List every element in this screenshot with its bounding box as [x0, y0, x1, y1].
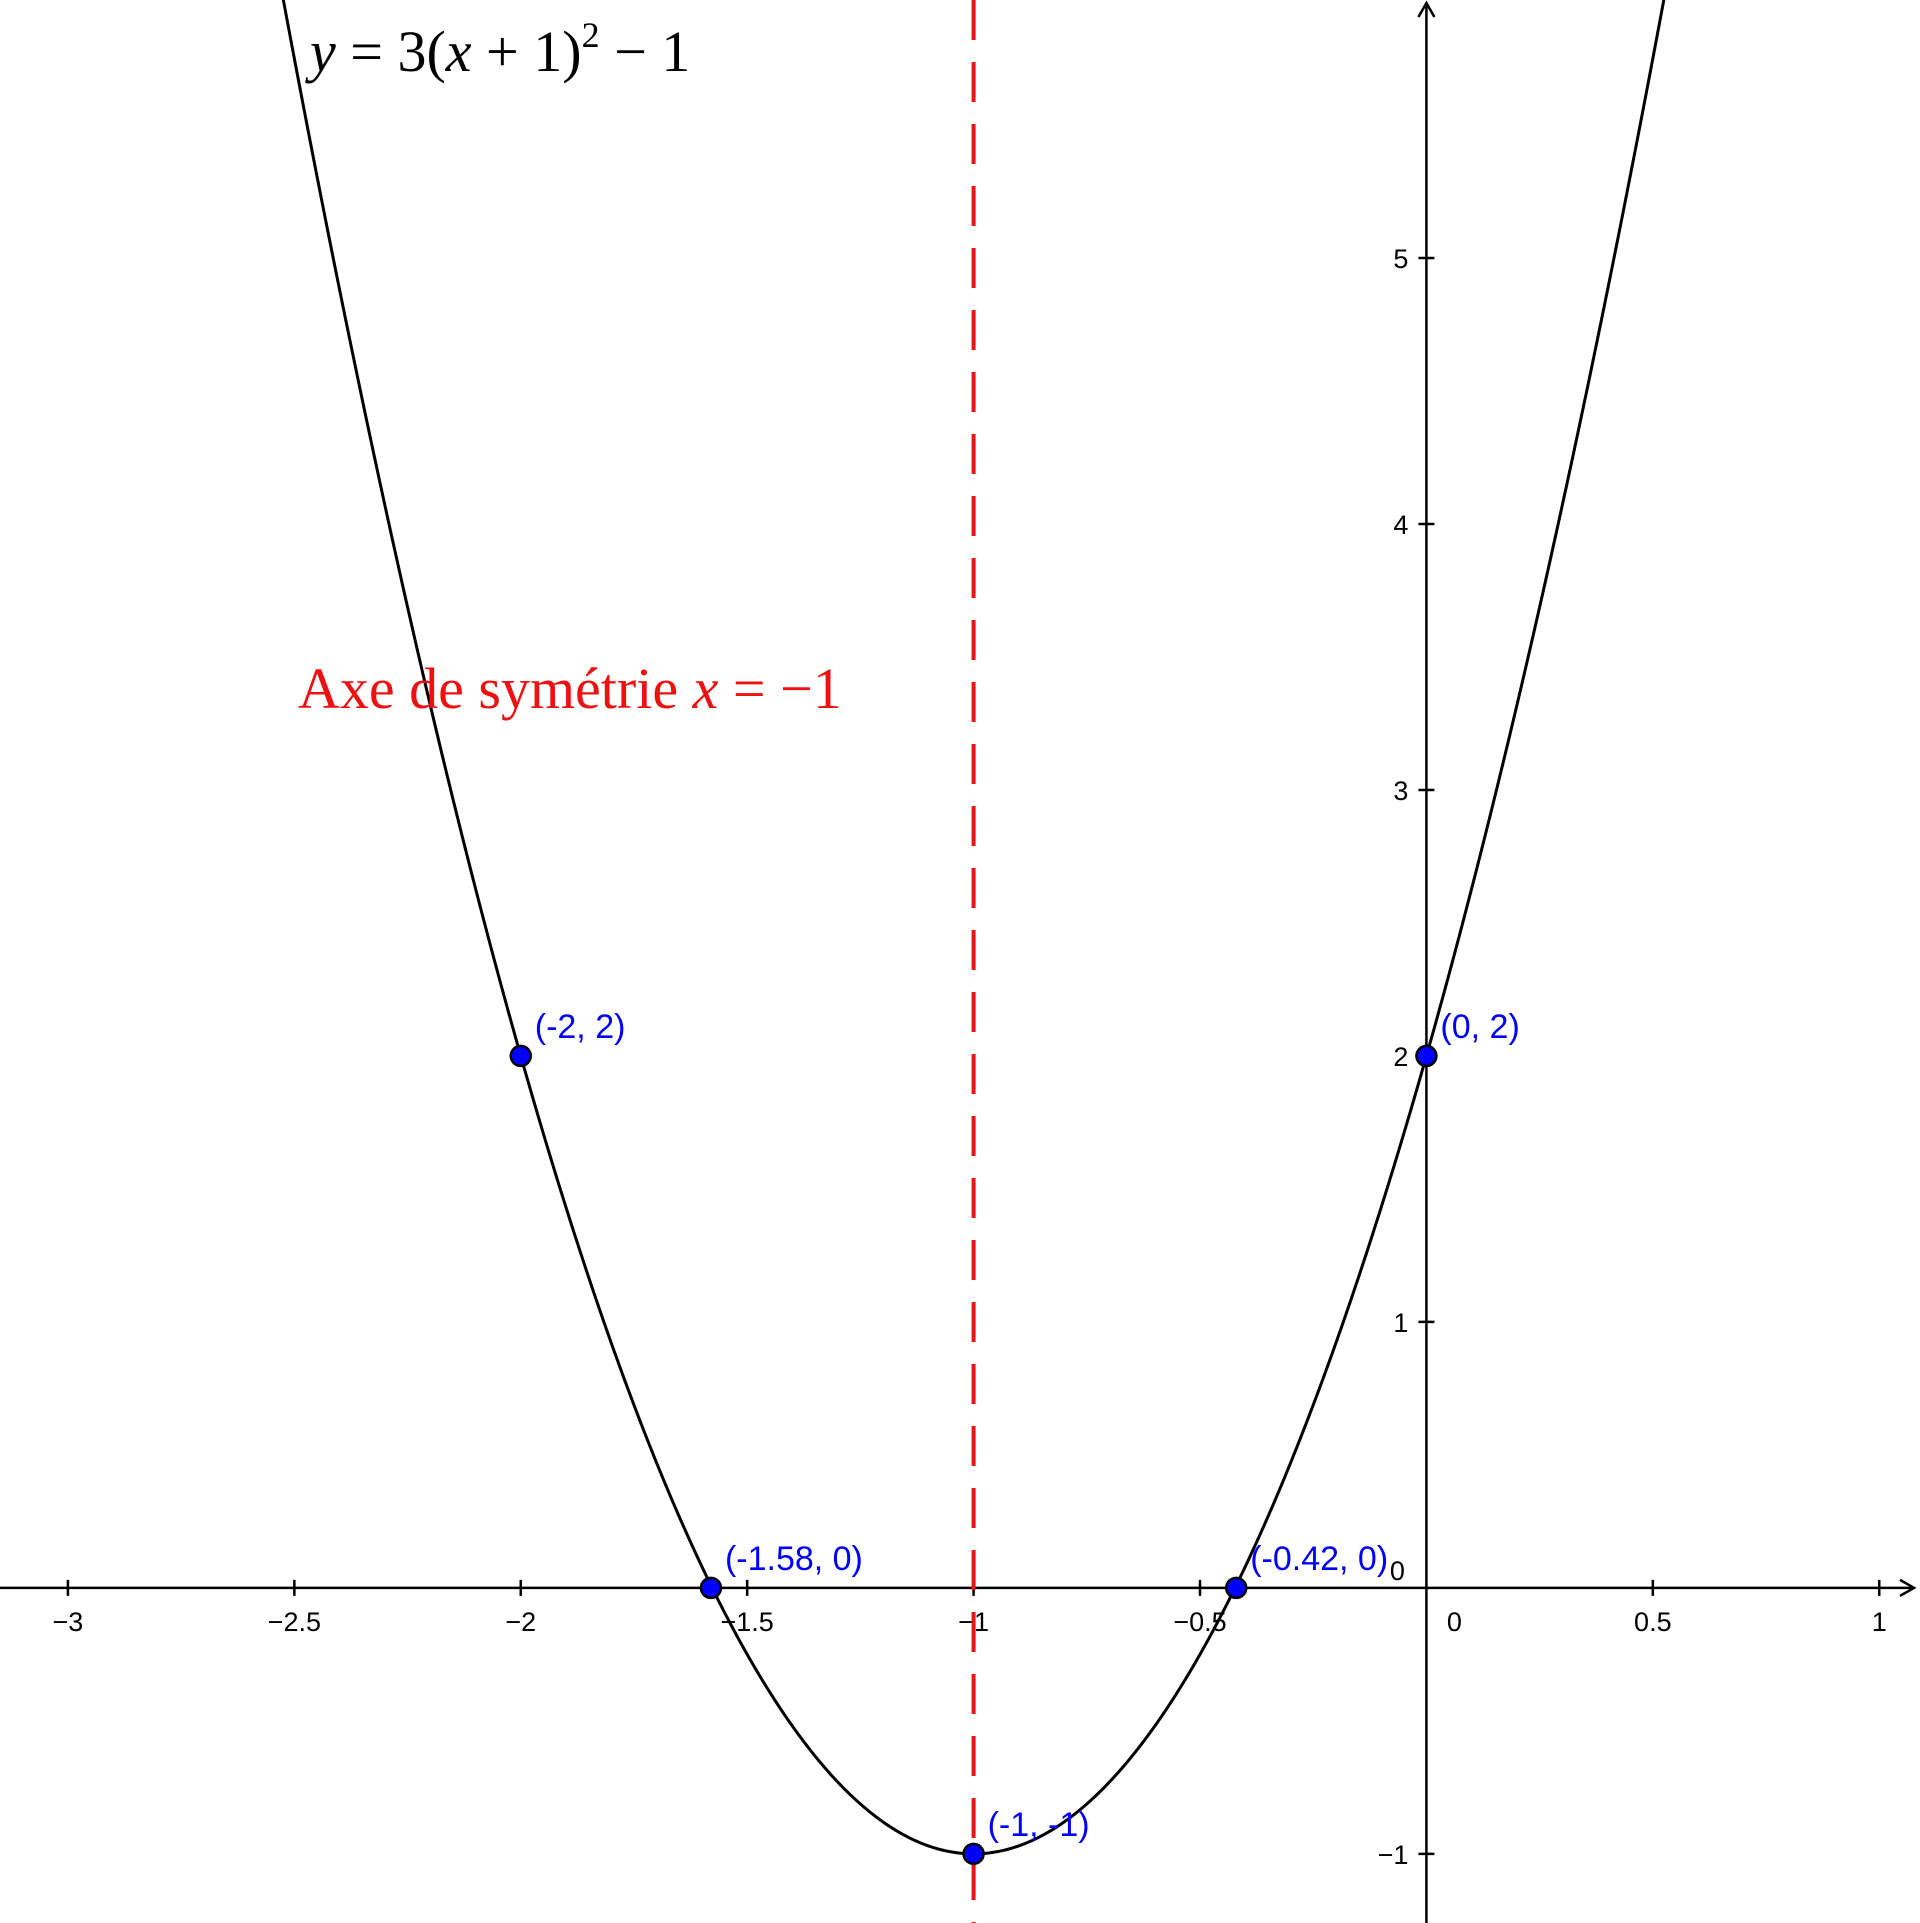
symmetry-rest: = −1: [718, 656, 841, 721]
data-point: [699, 1576, 723, 1600]
origin-y-tick-label: 0: [1390, 1556, 1405, 1586]
parabola-curve: [281, 0, 1666, 1856]
marked-points: [509, 1044, 1438, 1866]
y-tick-label: 3: [1393, 776, 1408, 806]
point-label: (0, 2): [1440, 1008, 1519, 1046]
symmetry-text: Axe de symétrie: [298, 656, 693, 721]
symmetry-axis-annotation: Axe de symétrie x = −1: [298, 656, 842, 721]
equation-tail: − 1: [600, 19, 691, 84]
y-tick-label: −1: [1378, 1840, 1409, 1870]
x-tick-label: −2.5: [268, 1607, 321, 1637]
y-tick-label: 2: [1393, 1042, 1408, 1072]
point-label: (-2, 2): [535, 1008, 626, 1046]
equation-x: x: [445, 19, 472, 84]
y-tick-label: 5: [1393, 244, 1408, 274]
equation-y: y: [305, 19, 336, 84]
equation-rest: + 1): [472, 19, 582, 84]
symmetry-var: x: [692, 656, 719, 721]
data-point: [509, 1044, 533, 1068]
y-tick-label: 4: [1393, 510, 1408, 540]
x-tick-label: −3: [53, 1607, 84, 1637]
point-label: (-1, -1): [988, 1806, 1090, 1844]
x-tick-label: 0.5: [1634, 1607, 1672, 1637]
equation-middle: = 3(: [336, 19, 446, 84]
data-point: [962, 1842, 985, 1866]
origin-x-tick-label: 0: [1447, 1607, 1462, 1637]
equation-annotation: y = 3(x + 1)2 − 1: [305, 15, 690, 84]
point-label: (-1.58, 0): [725, 1540, 863, 1578]
x-tick-label: −2: [505, 1607, 536, 1637]
y-tick-label: 1: [1393, 1308, 1408, 1338]
point-label: (-0.42, 0): [1250, 1540, 1388, 1578]
x-tick-label: 1: [1872, 1607, 1887, 1637]
equation-exponent: 2: [582, 15, 600, 55]
point-labels: (-2, 2) (0, 2) (-1.58, 0) (-0.42, 0) (-1, -1…: [535, 1008, 1520, 1844]
data-point: [1224, 1576, 1248, 1600]
data-point: [1415, 1044, 1438, 1068]
